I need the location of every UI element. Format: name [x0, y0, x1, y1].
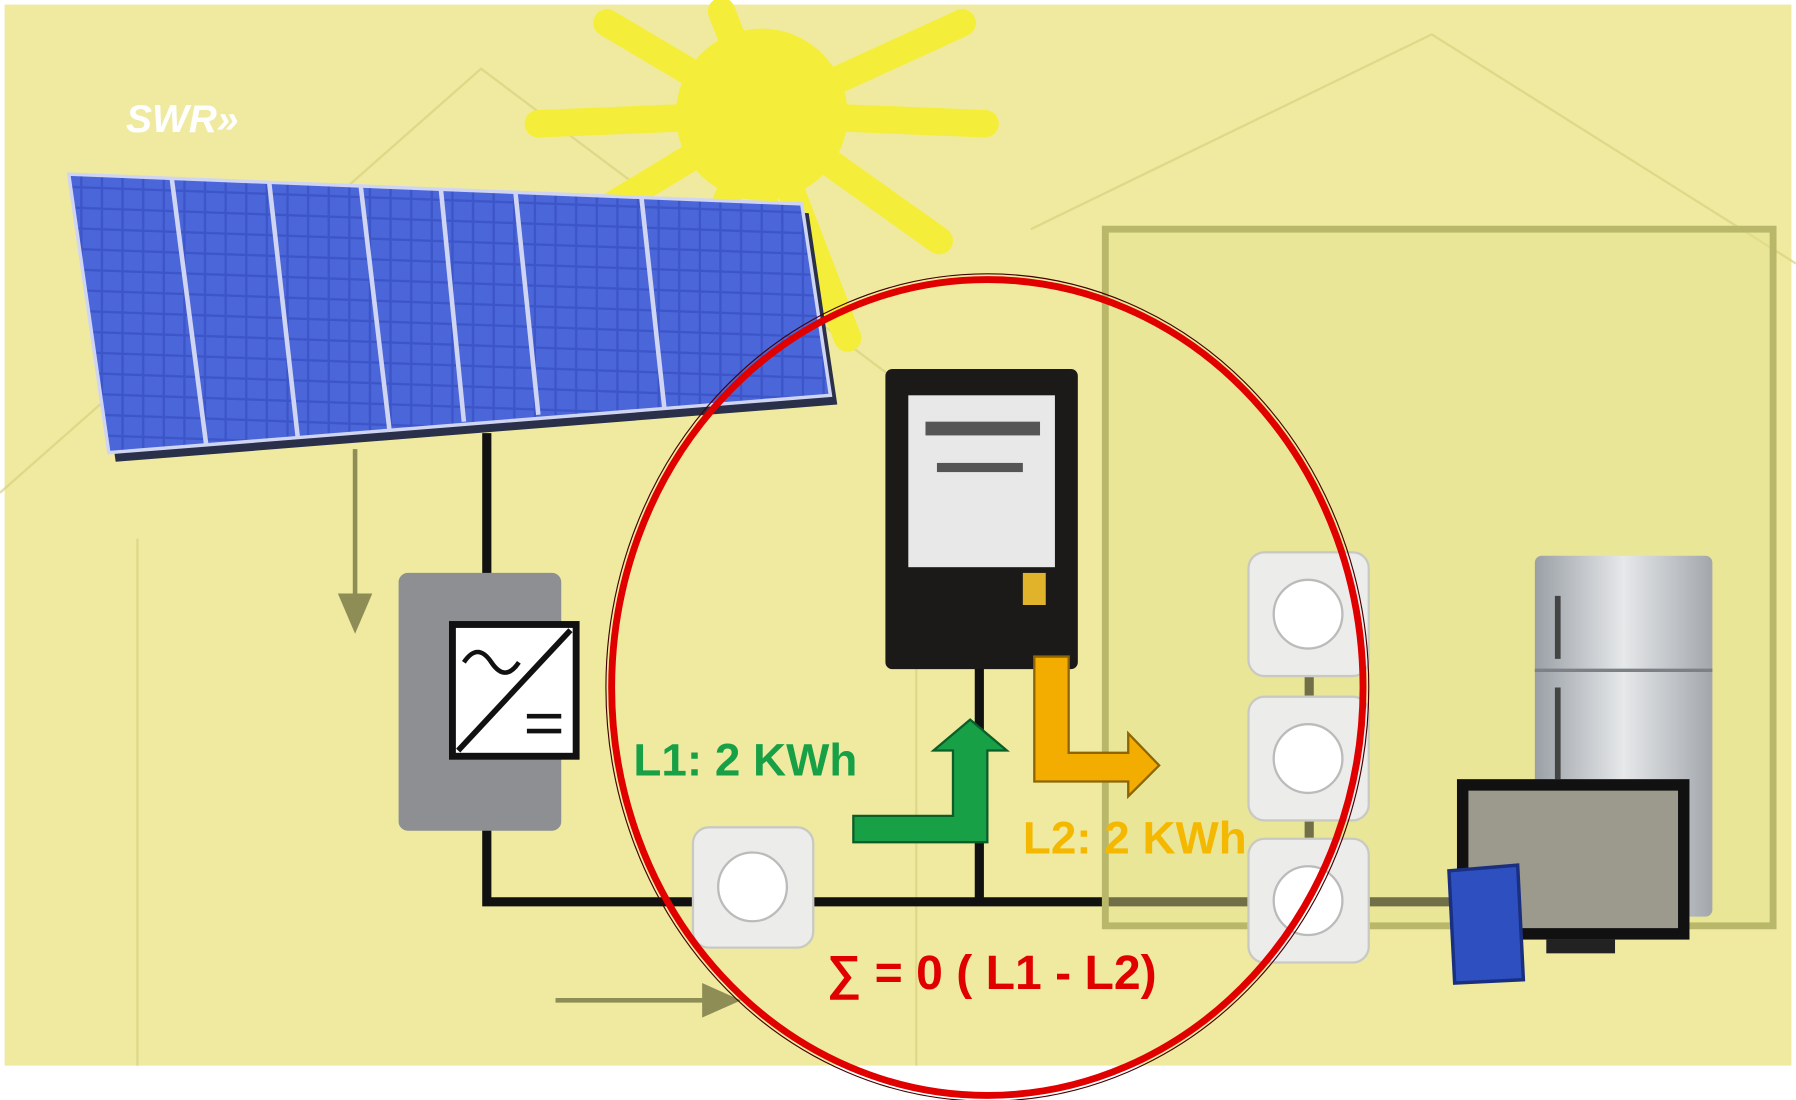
logo: SWR»	[126, 98, 238, 141]
meter	[885, 369, 1077, 669]
import-label: L1: 2 KWh	[633, 735, 857, 786]
balance-formula: ∑ = 0 ( L1 - L2)	[827, 946, 1157, 1000]
inverter	[399, 573, 577, 831]
pv-diagram: SWR»	[0, 0, 1796, 1100]
bottom-margin	[0, 1066, 1796, 1100]
export-label: L2: 2 KWh	[1023, 813, 1247, 864]
kettle	[1449, 865, 1523, 983]
